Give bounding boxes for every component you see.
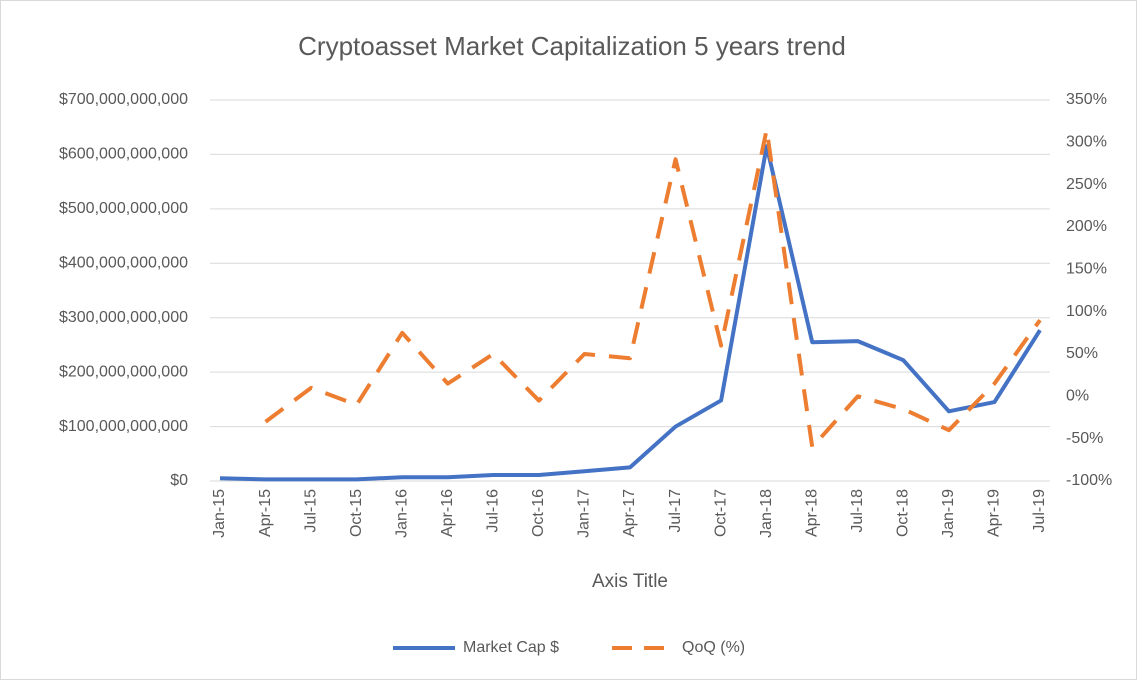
legend-label: QoQ (%) (682, 639, 745, 656)
y2-tick-label: 300% (1066, 134, 1107, 151)
y2-tick-label: 100% (1066, 303, 1107, 320)
x-tick-label: Jul-17 (667, 489, 684, 533)
y2-tick-label: 50% (1066, 345, 1098, 362)
x-tick-label: Jul-18 (849, 489, 866, 533)
y2-tick-label: 350% (1066, 91, 1107, 108)
y-tick-label: $600,000,000,000 (59, 146, 188, 163)
x-tick-label: Apr-17 (621, 489, 638, 537)
x-tick-label: Oct-15 (348, 489, 365, 537)
y-tick-label: $300,000,000,000 (59, 309, 188, 326)
y2-tick-label: -100% (1066, 472, 1112, 489)
x-tick-label: Jan-16 (393, 489, 410, 538)
x-tick-label: Oct-18 (895, 489, 912, 537)
y2-tick-label: 250% (1066, 176, 1107, 193)
x-tick-label: Apr-15 (257, 489, 274, 537)
x-tick-label: Oct-17 (712, 489, 729, 537)
x-tick-label: Apr-16 (439, 489, 456, 537)
chart-title: Cryptoasset Market Capitalization 5 year… (298, 31, 846, 61)
y2-tick-label: 0% (1066, 388, 1089, 405)
x-tick-label: Jan-15 (211, 489, 228, 538)
x-tick-label: Jul-15 (302, 489, 319, 533)
x-tick-label: Apr-19 (986, 489, 1003, 537)
y-tick-label: $500,000,000,000 (59, 200, 188, 217)
x-tick-label: Jan-18 (758, 489, 775, 538)
y-tick-label: $700,000,000,000 (59, 91, 188, 108)
x-tick-label: Jan-17 (576, 489, 593, 538)
y2-tick-label: -50% (1066, 430, 1103, 447)
x-axis-title: Axis Title (592, 571, 668, 592)
x-tick-label: Jul-16 (485, 489, 502, 533)
x-tick-label: Oct-16 (530, 489, 547, 537)
y2-tick-label: 150% (1066, 261, 1107, 278)
x-tick-label: Apr-18 (803, 489, 820, 537)
y-tick-label: $400,000,000,000 (59, 255, 188, 272)
y-tick-label: $0 (170, 472, 188, 489)
x-tick-label: Jan-19 (940, 489, 957, 538)
legend-label: Market Cap $ (463, 639, 559, 656)
y-tick-label: $100,000,000,000 (59, 418, 188, 435)
y2-tick-label: 200% (1066, 218, 1107, 235)
y-tick-label: $200,000,000,000 (59, 363, 188, 380)
x-tick-label: Jul-19 (1031, 489, 1048, 533)
series-line (219, 144, 1042, 482)
series-line (264, 127, 1042, 450)
